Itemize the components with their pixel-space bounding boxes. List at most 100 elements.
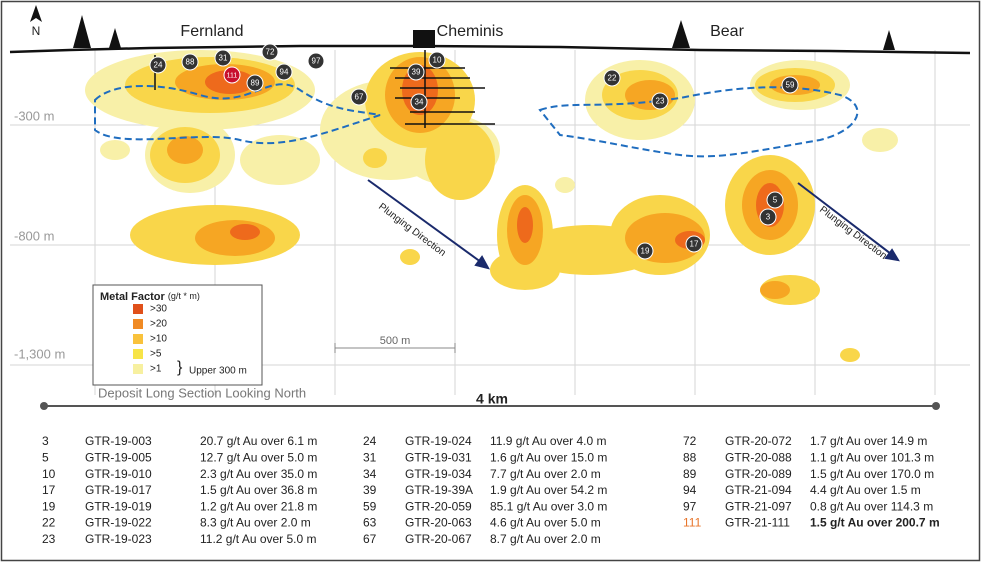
hole-marker bbox=[685, 235, 703, 253]
hole-number: 94 bbox=[683, 483, 697, 497]
legend-label: >30 bbox=[150, 304, 167, 315]
hole-marker bbox=[651, 92, 669, 110]
site-label: Fernland bbox=[180, 23, 243, 40]
hole-label: 88 bbox=[186, 58, 195, 67]
hole-marker bbox=[223, 66, 241, 84]
intercept: 1.7 g/t Au over 14.9 m bbox=[810, 434, 927, 448]
hole-label: 22 bbox=[608, 74, 617, 83]
intercept: 1.5 g/t Au over 170.0 m bbox=[810, 467, 934, 481]
compass: N bbox=[30, 5, 42, 38]
hole-number: 22 bbox=[42, 516, 56, 530]
hole-marker bbox=[350, 88, 368, 106]
caption: Deposit Long Section Looking North bbox=[98, 385, 306, 400]
compass-label: N bbox=[32, 24, 41, 38]
hole-id: GTR-20-072 bbox=[725, 434, 792, 448]
hole-label: 72 bbox=[266, 48, 275, 57]
hole-label: 97 bbox=[312, 57, 321, 66]
scale-label: 500 m bbox=[380, 335, 411, 347]
legend-swatch bbox=[133, 304, 143, 314]
depth-label: -1,300 m bbox=[14, 346, 65, 361]
hole-marker bbox=[759, 208, 777, 226]
hole-id: GTR-19-003 bbox=[85, 434, 152, 448]
intercept: 8.7 g/t Au over 2.0 m bbox=[490, 532, 601, 546]
hole-number: 23 bbox=[42, 532, 56, 546]
legend-title: Metal Factor (g/t * m) bbox=[100, 291, 200, 303]
hole-label: 111 bbox=[227, 72, 238, 79]
hole-marker bbox=[275, 63, 293, 81]
hole-number: 67 bbox=[363, 532, 377, 546]
intercept: 1.1 g/t Au over 101.3 m bbox=[810, 450, 934, 464]
drill-traces bbox=[154, 50, 495, 128]
hole-id: GTR-20-088 bbox=[725, 450, 792, 464]
hole-number: 39 bbox=[363, 483, 377, 497]
intercept: 1.9 g/t Au over 54.2 m bbox=[490, 483, 607, 497]
hole-number: 34 bbox=[363, 467, 377, 481]
hole-number: 24 bbox=[363, 434, 377, 448]
intercept: 20.7 g/t Au over 6.1 m bbox=[200, 434, 317, 448]
hole-id: GTR-21-097 bbox=[725, 499, 792, 513]
hole-marker bbox=[261, 43, 279, 61]
length-bar-end bbox=[932, 402, 940, 410]
hole-id: GTR-19-034 bbox=[405, 467, 472, 481]
legend-brace: } bbox=[177, 359, 183, 376]
hole-marker bbox=[428, 51, 446, 69]
hole-marker bbox=[410, 93, 428, 111]
legend: >30 >20 >10 >5 >1} bbox=[133, 304, 183, 376]
hole-number: 17 bbox=[42, 483, 56, 497]
hole-number: 31 bbox=[363, 450, 377, 464]
legend-label: >10 bbox=[150, 334, 167, 345]
hole-marker bbox=[766, 191, 784, 209]
legend-box bbox=[92, 284, 263, 386]
upper-300m-boundary bbox=[94, 83, 381, 145]
hole-id: GTR-19-031 bbox=[405, 450, 472, 464]
hole-id: GTR-21-094 bbox=[725, 483, 792, 497]
hole-number: 72 bbox=[683, 434, 697, 448]
plunge-arrows bbox=[367, 179, 900, 270]
hole-label: 89 bbox=[251, 79, 260, 88]
intercept: 4.4 g/t Au over 1.5 m bbox=[810, 483, 921, 497]
hole-id: GTR-20-067 bbox=[405, 532, 472, 546]
hole-number: 10 bbox=[42, 467, 56, 481]
intercept: 11.9 g/t Au over 4.0 m bbox=[490, 434, 607, 448]
hole-number: 59 bbox=[363, 499, 377, 513]
hole-label: 23 bbox=[656, 97, 665, 106]
hole-marker bbox=[407, 63, 425, 81]
hole-number: 89 bbox=[683, 467, 697, 481]
intercept: 1.6 g/t Au over 15.0 m bbox=[490, 450, 607, 464]
legend-label: >5 bbox=[150, 349, 162, 360]
hole-number: 63 bbox=[363, 516, 377, 530]
hole-id: GTR-20-063 bbox=[405, 516, 472, 530]
trees bbox=[73, 15, 895, 50]
intercept: 8.3 g/t Au over 2.0 m bbox=[200, 516, 311, 530]
depth-label: -300 m bbox=[14, 108, 54, 123]
scale-500m bbox=[334, 343, 456, 353]
hole-label: 94 bbox=[280, 68, 289, 77]
hole-id: GTR-19-005 bbox=[85, 450, 152, 464]
hole-label: 31 bbox=[219, 54, 228, 63]
site-label: Bear bbox=[710, 23, 744, 40]
hole-marker bbox=[246, 74, 264, 92]
hole-label: 3 bbox=[766, 213, 771, 222]
length-bar-end bbox=[40, 402, 48, 410]
hole-label: 67 bbox=[355, 93, 364, 102]
hole-id: GTR-21-111 bbox=[725, 516, 790, 530]
hole-markers: 24 88 31 72 111 89 94 97 10 39 34 67 22 23 59 53 19 17 bbox=[149, 43, 799, 260]
hole-label: 19 bbox=[641, 247, 650, 256]
depth-label: -800 m bbox=[14, 228, 54, 243]
legend-note: Upper 300 m bbox=[189, 366, 247, 377]
legend-label: >1 bbox=[150, 364, 162, 375]
hole-number: 19 bbox=[42, 499, 56, 513]
results-table: 3 GTR-19-003 20.7 g/t Au over 6.1 m 5 GTR-19… bbox=[42, 434, 940, 546]
site-label: Cheminis bbox=[437, 23, 504, 40]
intercept: 11.2 g/t Au over 5.0 m bbox=[200, 532, 317, 546]
hole-marker bbox=[149, 56, 167, 74]
hole-number: 3 bbox=[42, 434, 49, 448]
hole-label: 24 bbox=[154, 61, 163, 70]
hole-number: 88 bbox=[683, 450, 697, 464]
hole-label: 5 bbox=[773, 196, 778, 205]
hole-number: 111 bbox=[683, 516, 702, 530]
hole-id: GTR-19-022 bbox=[85, 516, 152, 530]
hole-marker bbox=[214, 49, 232, 67]
legend-label: >20 bbox=[150, 319, 167, 330]
intercept: 1.2 g/t Au over 21.8 m bbox=[200, 499, 317, 513]
